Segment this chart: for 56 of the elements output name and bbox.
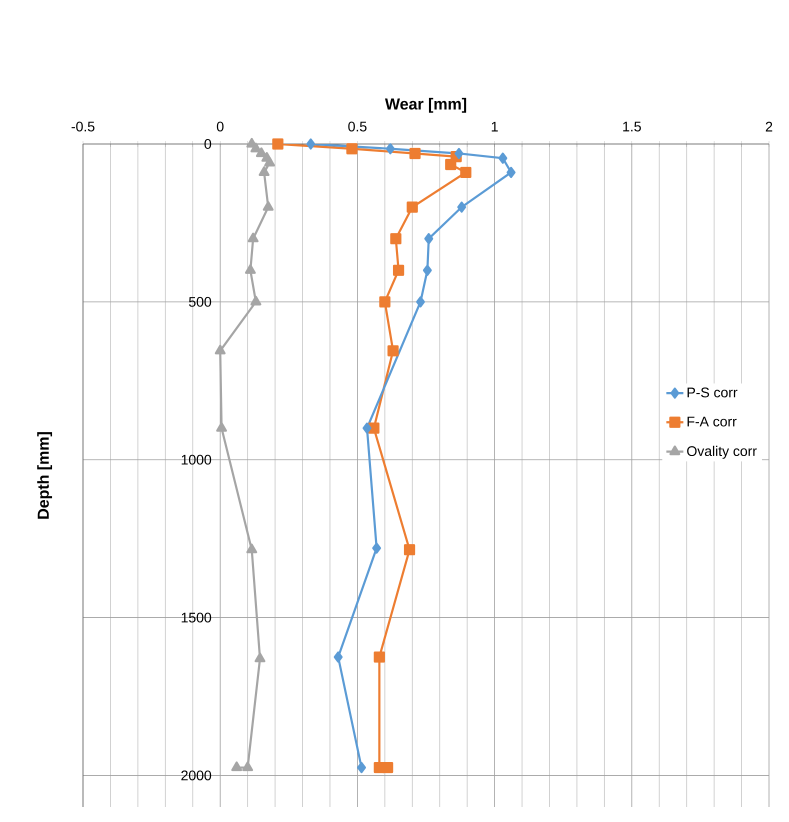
y-tick-label: 1000 (182, 454, 212, 465)
point (214, 344, 226, 354)
point (379, 296, 390, 308)
x-tick-label: 1 (492, 122, 498, 132)
legend-label: F-A corr (688, 416, 737, 426)
point (406, 202, 418, 213)
point (422, 264, 432, 276)
point (254, 652, 266, 662)
point (382, 762, 394, 774)
point (250, 296, 262, 306)
point (231, 761, 242, 772)
point (272, 138, 284, 150)
point (242, 761, 254, 772)
point (258, 166, 270, 176)
point (262, 201, 274, 211)
y-tick-label: 0 (204, 139, 212, 149)
point (392, 264, 404, 276)
point (334, 651, 343, 663)
point (454, 148, 464, 160)
point (216, 422, 227, 432)
point (404, 544, 416, 556)
point (248, 232, 259, 242)
point (409, 148, 421, 160)
point (390, 233, 402, 244)
x-axis-title: Wear [mm] (384, 98, 466, 113)
point (498, 152, 508, 164)
point (372, 542, 382, 554)
y-tick-label: 500 (188, 296, 212, 307)
point (264, 156, 276, 167)
point (386, 143, 395, 154)
y-axis-title: Depth [mm] (37, 432, 52, 519)
x-tick-label: 0 (216, 122, 224, 132)
point (506, 166, 516, 178)
x-tick-label: 0.5 (348, 122, 367, 132)
point (424, 233, 434, 244)
point (457, 202, 466, 213)
y-tick-label: 2000 (181, 770, 212, 780)
point (460, 166, 472, 178)
point (250, 142, 262, 152)
point (387, 345, 399, 356)
point (246, 544, 258, 554)
legend-label: P-S corr (688, 388, 738, 398)
point (374, 651, 385, 663)
point (357, 762, 366, 774)
point (346, 143, 358, 154)
point (256, 147, 267, 158)
point (445, 158, 456, 170)
point (416, 296, 425, 308)
y-tick-label: 1500 (182, 612, 212, 623)
x-tick-label: 2 (766, 122, 772, 132)
point (362, 422, 372, 434)
legend-label: Ovality corr (687, 446, 757, 459)
x-tick-label: 1.5 (623, 122, 641, 132)
point (306, 138, 316, 150)
point (244, 264, 256, 274)
x-tick-label: -0.5 (72, 122, 94, 132)
